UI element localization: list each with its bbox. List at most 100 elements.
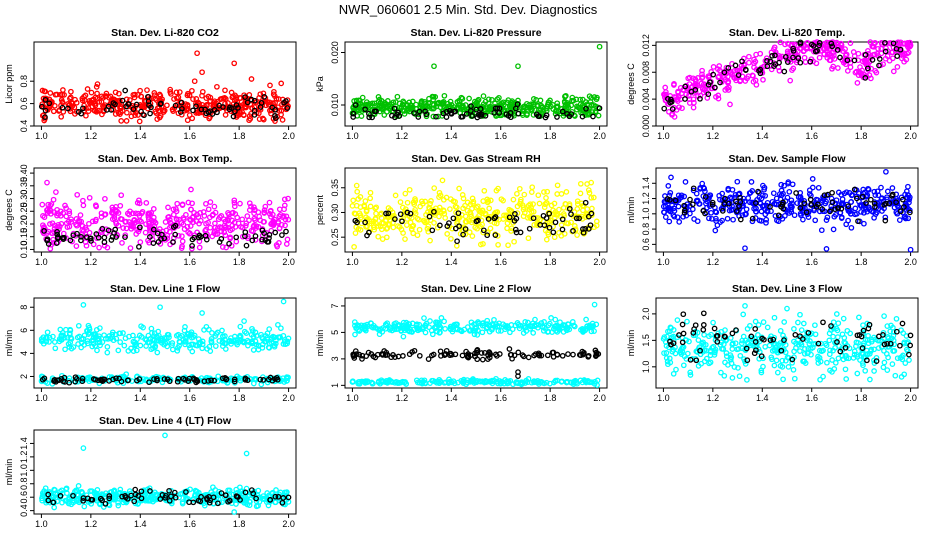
data-point (460, 205, 466, 212)
data-point (697, 95, 703, 102)
data-point (181, 226, 188, 232)
data-point (439, 177, 446, 184)
data-point (700, 322, 707, 328)
y-tick-label: 4 (19, 351, 29, 356)
data-point (207, 108, 213, 114)
data-point (536, 200, 543, 207)
data-point (570, 351, 576, 358)
data-point (190, 96, 196, 102)
data-point (83, 105, 89, 112)
data-point (164, 235, 171, 242)
data-point (276, 225, 283, 231)
data-point (840, 48, 846, 54)
data-point (856, 314, 862, 321)
data-point (524, 112, 530, 118)
x-tick-label: 1.2 (85, 393, 98, 403)
data-point (397, 211, 404, 218)
data-point (543, 195, 549, 201)
data-point (437, 104, 444, 111)
data-point (844, 68, 851, 74)
y-tick-label: 0.008 (641, 61, 651, 84)
data-point (178, 245, 185, 251)
data-point (544, 200, 550, 206)
data-point (55, 211, 62, 217)
data-point (119, 97, 126, 104)
data-point (136, 243, 142, 250)
data-point (108, 237, 115, 243)
data-point (421, 315, 427, 321)
x-tick-label: 1.4 (756, 257, 769, 267)
x-tick-label: 2.0 (904, 393, 917, 403)
data-point (886, 57, 893, 64)
data-point (712, 227, 719, 234)
data-point (729, 375, 736, 381)
data-point (281, 196, 288, 203)
data-point (203, 200, 209, 207)
data-point (66, 210, 73, 217)
scatter-points (39, 179, 292, 252)
data-point (715, 95, 722, 102)
data-point (764, 324, 771, 331)
data-point (350, 114, 357, 120)
data-point (402, 236, 408, 242)
data-point (357, 97, 363, 104)
data-point (792, 331, 799, 338)
data-point (227, 104, 233, 111)
data-point (694, 218, 701, 225)
data-point (112, 89, 119, 96)
data-point (668, 98, 675, 105)
x-tick-label: 1.6 (494, 257, 507, 267)
data-point (166, 216, 173, 223)
data-point (876, 56, 883, 62)
data-point (485, 198, 492, 204)
data-point (75, 109, 82, 115)
data-point (408, 225, 415, 232)
data-point (574, 232, 580, 238)
data-point (367, 195, 374, 202)
data-point (828, 40, 835, 47)
data-point (800, 320, 807, 327)
data-point (666, 218, 673, 225)
data-point (426, 95, 432, 102)
data-point (763, 55, 770, 62)
data-point (179, 202, 186, 208)
data-point (103, 90, 110, 97)
x-tick-label: 2.0 (904, 131, 917, 141)
x-tick-label: 1.8 (233, 393, 246, 403)
data-point (898, 55, 905, 62)
data-point (61, 234, 67, 241)
data-point (53, 189, 59, 195)
x-tick-label: 1.0 (657, 131, 670, 141)
data-point (724, 215, 731, 222)
data-point (448, 102, 455, 108)
data-point (222, 218, 229, 225)
data-point (134, 218, 141, 225)
data-point (93, 84, 100, 90)
data-point (460, 195, 467, 202)
data-point (283, 98, 289, 104)
data-point (211, 203, 218, 210)
x-tick-label: 1.6 (494, 393, 507, 403)
data-point (174, 200, 181, 207)
data-point (117, 339, 124, 345)
y-tick-label: 0.6 (641, 238, 651, 251)
data-point (266, 231, 273, 238)
data-point (102, 211, 109, 218)
data-point (826, 337, 833, 344)
data-point (354, 106, 361, 113)
data-point (496, 110, 503, 116)
data-point (231, 199, 238, 206)
data-point (191, 78, 198, 85)
data-point (583, 105, 589, 112)
data-point (671, 81, 677, 87)
data-point (740, 311, 747, 318)
data-point (94, 90, 100, 97)
scatter-points (661, 39, 914, 120)
data-point (49, 230, 55, 236)
data-point (176, 89, 183, 95)
data-point (67, 95, 73, 102)
data-point (382, 101, 389, 108)
data-point (816, 40, 823, 46)
y-tick-label: 1.5 (641, 334, 651, 347)
